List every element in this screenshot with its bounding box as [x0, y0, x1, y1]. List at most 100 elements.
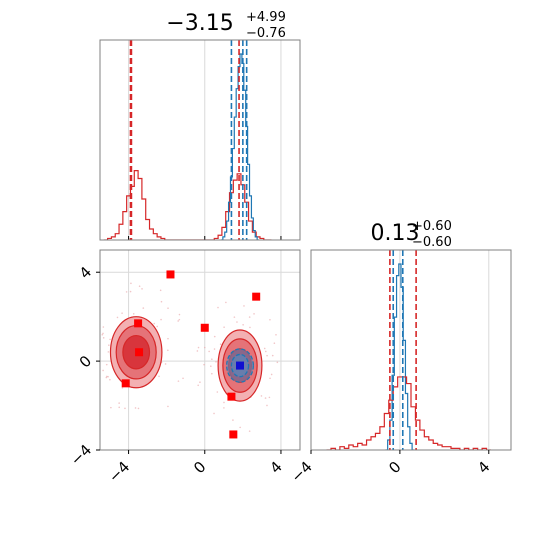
sample-point: [90, 334, 92, 336]
sample-point: [109, 338, 111, 341]
sample-point: [210, 365, 212, 368]
sample-point: [239, 426, 241, 429]
sample-point: [270, 373, 273, 376]
sample-point: [264, 397, 267, 399]
y-tick-label: 0: [76, 352, 95, 371]
best-fit-marker: [236, 361, 244, 370]
sample-point: [110, 406, 112, 409]
sample-point: [211, 372, 213, 375]
sample-point: [271, 354, 274, 357]
sample-point: [178, 313, 181, 316]
joint-panel: −4 0 4 −4 0 4: [67, 249, 301, 486]
sample-point: [253, 313, 255, 315]
sample-point: [223, 407, 225, 409]
sample-point: [102, 337, 105, 339]
marginal-y-title: 0.13: [371, 221, 420, 246]
sample-point: [177, 320, 179, 322]
sample-point: [197, 346, 200, 349]
sample-point: [109, 378, 111, 381]
marginal-x-title-plus: +4.99: [246, 10, 286, 25]
sample-point: [248, 316, 251, 318]
sample-point: [263, 347, 266, 350]
sample-point: [102, 332, 104, 335]
sample-point: [275, 333, 277, 336]
joint-frame: [99, 249, 301, 451]
truth-marker: [252, 292, 261, 301]
truth-marker: [134, 319, 143, 328]
histogram-blue: [220, 53, 260, 240]
sample-point: [158, 375, 160, 378]
sample-point: [141, 288, 143, 290]
sample-point: [101, 333, 104, 336]
truth-marker: [166, 270, 175, 279]
sample-point: [167, 307, 169, 309]
marginal-x-title-minus: −0.76: [246, 26, 286, 41]
marginal-y-panel: −4 0 4 0.13 +0.60 −0.60: [287, 219, 512, 486]
sample-point: [132, 313, 135, 315]
sample-point: [118, 406, 121, 409]
x-tick-label: 0: [190, 458, 209, 477]
sample-point: [182, 377, 184, 380]
sample-point: [269, 318, 271, 321]
sample-point: [107, 375, 109, 378]
truth-marker: [227, 392, 236, 401]
sample-point: [266, 404, 268, 407]
sample-point: [160, 300, 163, 303]
marginal-y-title-plus: +0.60: [412, 219, 452, 234]
sample-point: [177, 380, 180, 382]
y-tick-label: −4: [67, 441, 95, 469]
sample-point: [102, 369, 104, 372]
sample-point: [268, 396, 271, 399]
sample-point: [98, 348, 100, 350]
sample-point: [199, 381, 201, 384]
sample-point: [167, 337, 169, 340]
sample-point: [108, 344, 110, 346]
sample-point: [203, 346, 206, 349]
sample-point: [129, 290, 132, 293]
sample-point: [215, 361, 217, 363]
x-tick-label: −4: [287, 458, 315, 486]
sample-point: [249, 326, 251, 329]
sample-point: [260, 395, 263, 397]
sample-point: [243, 305, 245, 307]
truth-marker: [135, 348, 144, 357]
sample-point: [248, 430, 251, 432]
sample-point: [105, 376, 108, 379]
x-tick-label: −4: [105, 458, 133, 486]
sample-point: [211, 358, 213, 361]
histogram-red: [326, 376, 491, 450]
sample-point: [159, 289, 162, 292]
truth-marker: [200, 323, 209, 332]
marginal-x-title: −3.15: [166, 11, 233, 36]
sample-point: [130, 282, 132, 285]
sample-point: [208, 350, 210, 353]
sample-point: [223, 401, 225, 404]
truth-marker: [229, 430, 238, 439]
sample-point: [273, 342, 276, 345]
sample-point: [125, 291, 128, 293]
sample-point: [217, 306, 219, 309]
sample-point: [219, 343, 222, 345]
sample-point: [138, 285, 141, 288]
sample-point: [153, 322, 156, 325]
sample-point: [276, 361, 279, 364]
sample-point: [137, 407, 140, 410]
sample-point: [213, 335, 216, 338]
marginal-y-frame: [310, 249, 512, 451]
sample-point: [102, 326, 105, 328]
sample-point: [213, 412, 215, 415]
sample-point: [124, 407, 126, 410]
sample-point: [266, 354, 268, 357]
sample-point: [213, 348, 216, 350]
sample-point: [167, 349, 169, 352]
sample-point: [197, 384, 199, 387]
sample-point: [242, 323, 244, 326]
sample-point: [269, 377, 271, 380]
sample-point: [236, 321, 238, 323]
marginal-x-frame: [99, 39, 301, 241]
truth-marker: [121, 379, 130, 388]
marginal-x-panel: −3.15 +4.99 −0.76: [99, 10, 301, 241]
x-tick-label: 4: [266, 458, 285, 477]
